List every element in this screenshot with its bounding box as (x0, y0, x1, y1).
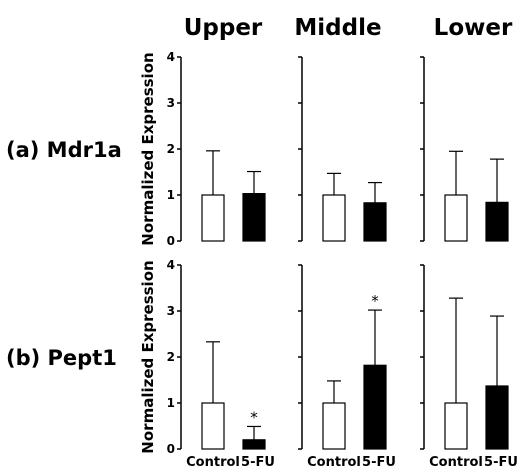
bar-control (444, 402, 468, 450)
bar-5fu (363, 364, 387, 450)
y-tick-label: 4 (167, 50, 175, 64)
significance-marker: * (371, 292, 379, 310)
x-category-label: Control (307, 455, 361, 470)
x-category-label: 5-FU (241, 455, 275, 470)
column-title: Lower (434, 15, 513, 41)
y-tick-label: 4 (167, 258, 175, 272)
bar-5fu (363, 202, 387, 242)
y-tick-label: 3 (167, 96, 175, 110)
bar-5fu (485, 385, 509, 450)
bar-5fu (242, 193, 266, 242)
significance-marker: * (250, 408, 258, 426)
y-tick-label: 3 (167, 304, 175, 318)
row-label: (a) Mdr1a (6, 138, 122, 162)
y-tick-label: 0 (167, 442, 175, 456)
bar-5fu (242, 439, 266, 450)
bar-control (201, 194, 225, 242)
y-tick-label: 0 (167, 234, 175, 248)
y-tick-label: 2 (167, 142, 175, 156)
y-tick-label: 1 (167, 396, 175, 410)
x-category-label: Control (186, 455, 240, 470)
bar-control (444, 194, 468, 242)
bar-control (201, 402, 225, 450)
bar-5fu (485, 201, 509, 242)
bar-control (322, 402, 346, 450)
x-category-label: 5-FU (362, 455, 396, 470)
x-category-label: Control (429, 455, 483, 470)
y-tick-label: 1 (167, 188, 175, 202)
x-category-label: 5-FU (484, 455, 518, 470)
bar-control (322, 194, 346, 242)
row-label: (b) Pept1 (6, 346, 117, 370)
column-title: Middle (294, 15, 381, 41)
y-axis-label: Normalized Expression (139, 52, 157, 245)
y-axis-label: Normalized Expression (139, 260, 157, 453)
y-tick-label: 2 (167, 350, 175, 364)
column-title: Upper (184, 15, 263, 41)
